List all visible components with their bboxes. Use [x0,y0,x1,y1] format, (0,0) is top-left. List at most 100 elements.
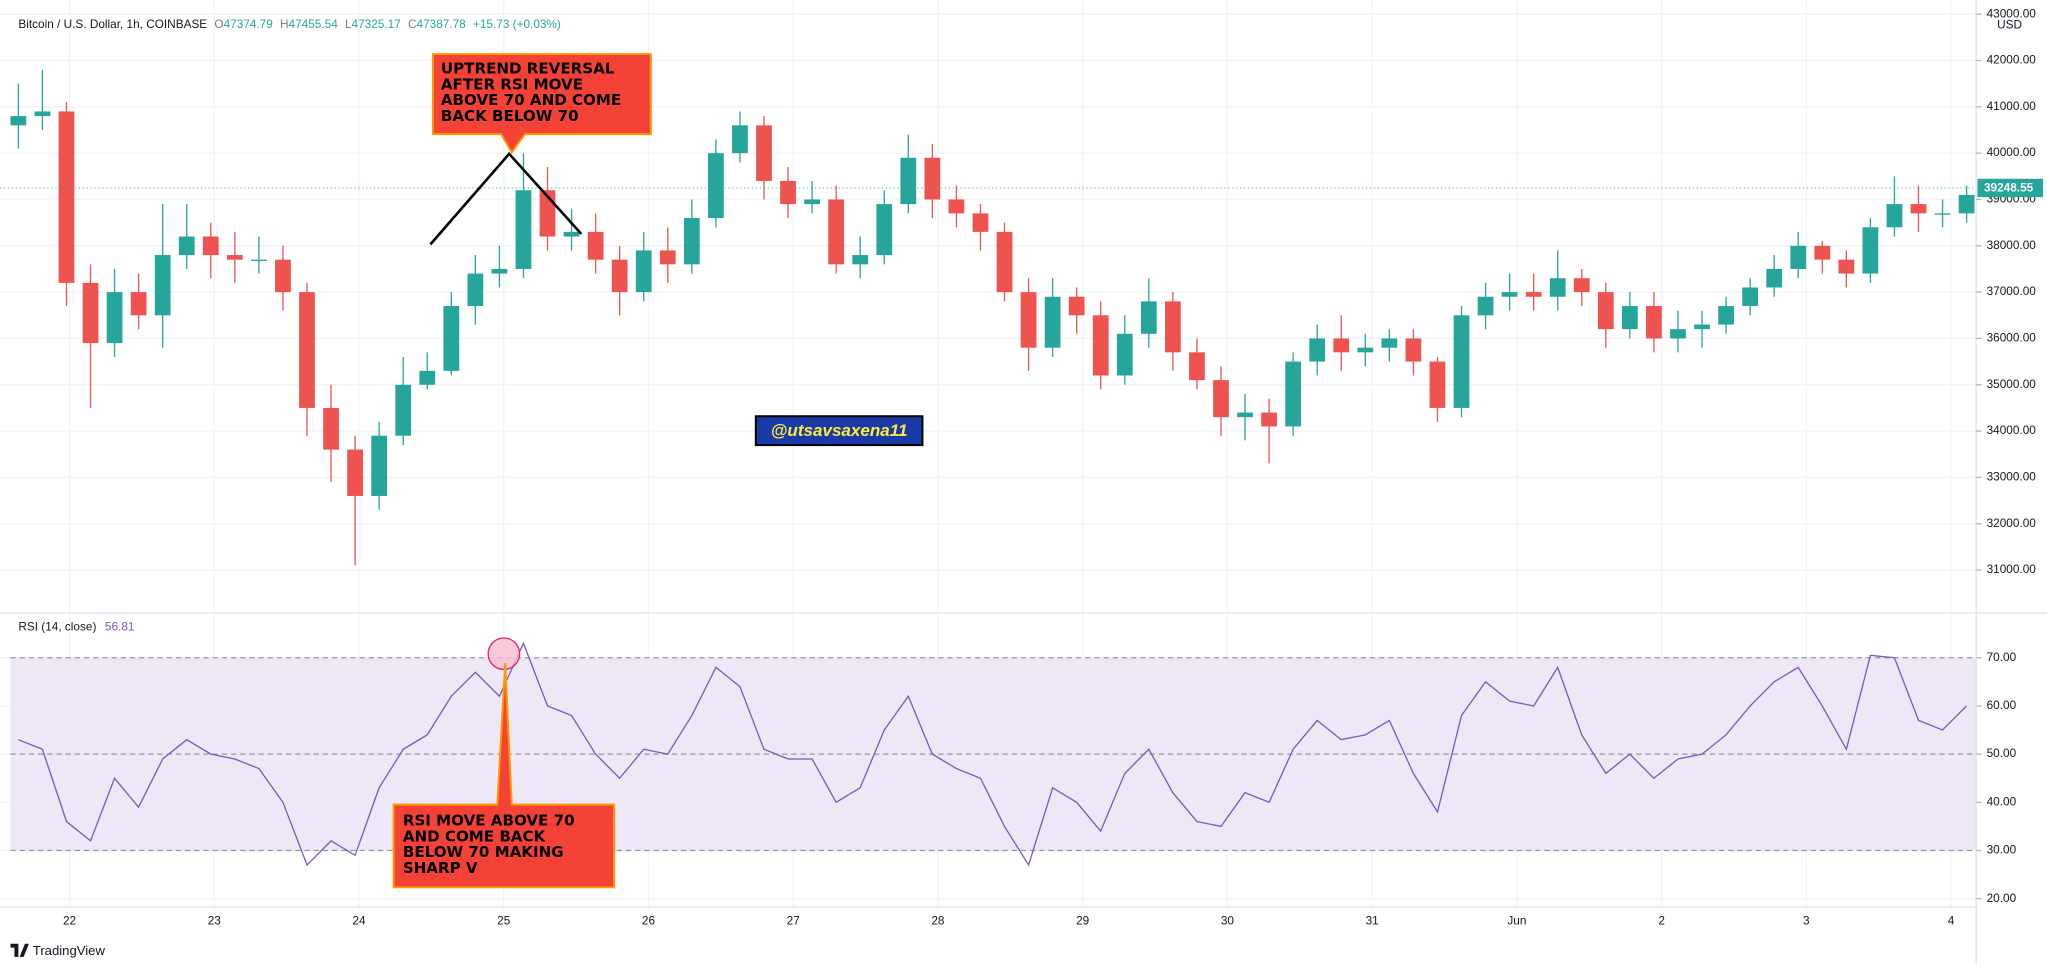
candle-body [1621,306,1638,330]
rsi-header: RSI (14, close) 56.81 [18,620,134,634]
watermark: @utsavsaxena11 [771,421,908,440]
candle-body [1718,306,1734,325]
callout-text: BACK BELOW 70 [441,107,579,125]
ohlc-letter: H [280,17,289,31]
y-tick-label: 60.00 [1987,698,2017,712]
candle-body [34,111,51,117]
candle-body [1357,347,1374,353]
y-tick-label: 32000.00 [1987,516,2037,530]
rsi-label: RSI (14, close) [18,620,96,634]
x-tick-label: 22 [63,914,76,928]
candle-body [371,435,388,496]
candle-body [1910,204,1927,214]
candle-body [1261,412,1277,427]
candle-body [443,306,460,371]
x-tick-label: 23 [208,914,222,928]
candle-body [1381,338,1398,348]
candle-body [1573,278,1590,293]
candle-body [1020,292,1037,348]
callout-top [432,53,652,155]
candle-body [611,259,628,293]
rsi-bands [10,657,1977,852]
callout-text: BELOW 70 MAKING [403,843,564,861]
candle-body [395,384,412,436]
callout-text: AND COME BACK [403,827,547,845]
y-tick-label: 70.00 [1987,650,2017,664]
candle-body [1838,259,1855,274]
candle-body [1237,412,1253,418]
axes: 22 23 24 25 26 27 28 29 30 31 Jun 2 3 431000.0032000.… [0,6,2044,928]
candle-body [659,250,676,265]
candle-body [323,407,339,450]
candle-body [1068,296,1085,316]
change: +15.73 (+0.03%) [473,17,561,31]
watermark-box [754,415,924,447]
x-tick-label: 30 [1221,914,1235,928]
candle-body [1213,380,1229,418]
y-tick-label: 40000.00 [1987,145,2037,159]
candle-body [1309,338,1326,362]
x-tick-label: 3 [1803,914,1810,928]
x-tick-label: 4 [1948,914,1955,928]
candle-body [1092,315,1109,376]
header: Bitcoin / U.S. Dollar, 1h, COINBASE O 473… [18,17,561,31]
currency: USD [1997,17,2022,31]
candle-body [1405,338,1422,362]
x-tick-label: Jun [1507,914,1526,928]
candle-body [1886,204,1903,228]
x-tick-label: 25 [497,914,511,928]
candle-body [154,255,171,316]
candle-body [1116,333,1133,376]
symbol-title: Bitcoin / U.S. Dollar, 1h, COINBASE [18,17,207,31]
candle-body [1285,361,1302,427]
rsi-line [18,641,1968,867]
candle-body [1790,245,1807,269]
candle-body [587,231,604,260]
candle-body [515,190,532,269]
x-tick-label: 29 [1076,914,1089,928]
candle-body [58,111,75,283]
candle-body [1958,194,1975,214]
candle-body [10,116,27,126]
candle-body [1189,352,1205,381]
y-tick-label: 50.00 [1987,746,2017,760]
candle-body [1742,287,1759,307]
x-tick-label: 2 [1658,914,1665,928]
candle-body [756,125,772,181]
y-tick-label: 38000.00 [1987,238,2037,252]
y-tick-label: 37000.00 [1987,284,2037,298]
brand: TradingView [33,943,106,958]
y-tick-label: 41000.00 [1987,99,2037,113]
candle-body [202,236,219,256]
rsi-last: 56.81 [105,620,135,634]
y-tick-label: 33000.00 [1987,470,2037,484]
last-price-label: 39248.55 [1984,181,2034,195]
y-tick-label: 35000.00 [1987,377,2037,391]
candle-body [732,125,748,154]
candle-body [130,292,147,316]
callout-text: AFTER RSI MOVE [441,76,583,94]
callout-text: RSI MOVE ABOVE 70 [403,812,575,830]
candle-body [1694,324,1710,330]
candle-body [1165,301,1181,353]
candle-body [876,204,893,256]
ohlc-value: 47325.17 [352,17,401,31]
candle-body [1477,296,1494,316]
candle-body [251,259,267,262]
x-tick-label: 26 [642,914,656,928]
candle-body [347,449,363,496]
candle-body [852,255,869,265]
candle-body [1549,278,1566,297]
candle-body [106,292,123,344]
candle-body [1814,245,1831,260]
candle-body [299,292,315,408]
candle-body [924,157,941,200]
rsi-highlight [487,637,521,671]
candle-body [1525,292,1542,297]
candle-body [1453,315,1470,408]
candle-body [275,259,291,293]
x-tick-label: 24 [352,914,366,928]
x-tick-label: 28 [931,914,945,928]
ohlc-letter: O [214,17,223,31]
